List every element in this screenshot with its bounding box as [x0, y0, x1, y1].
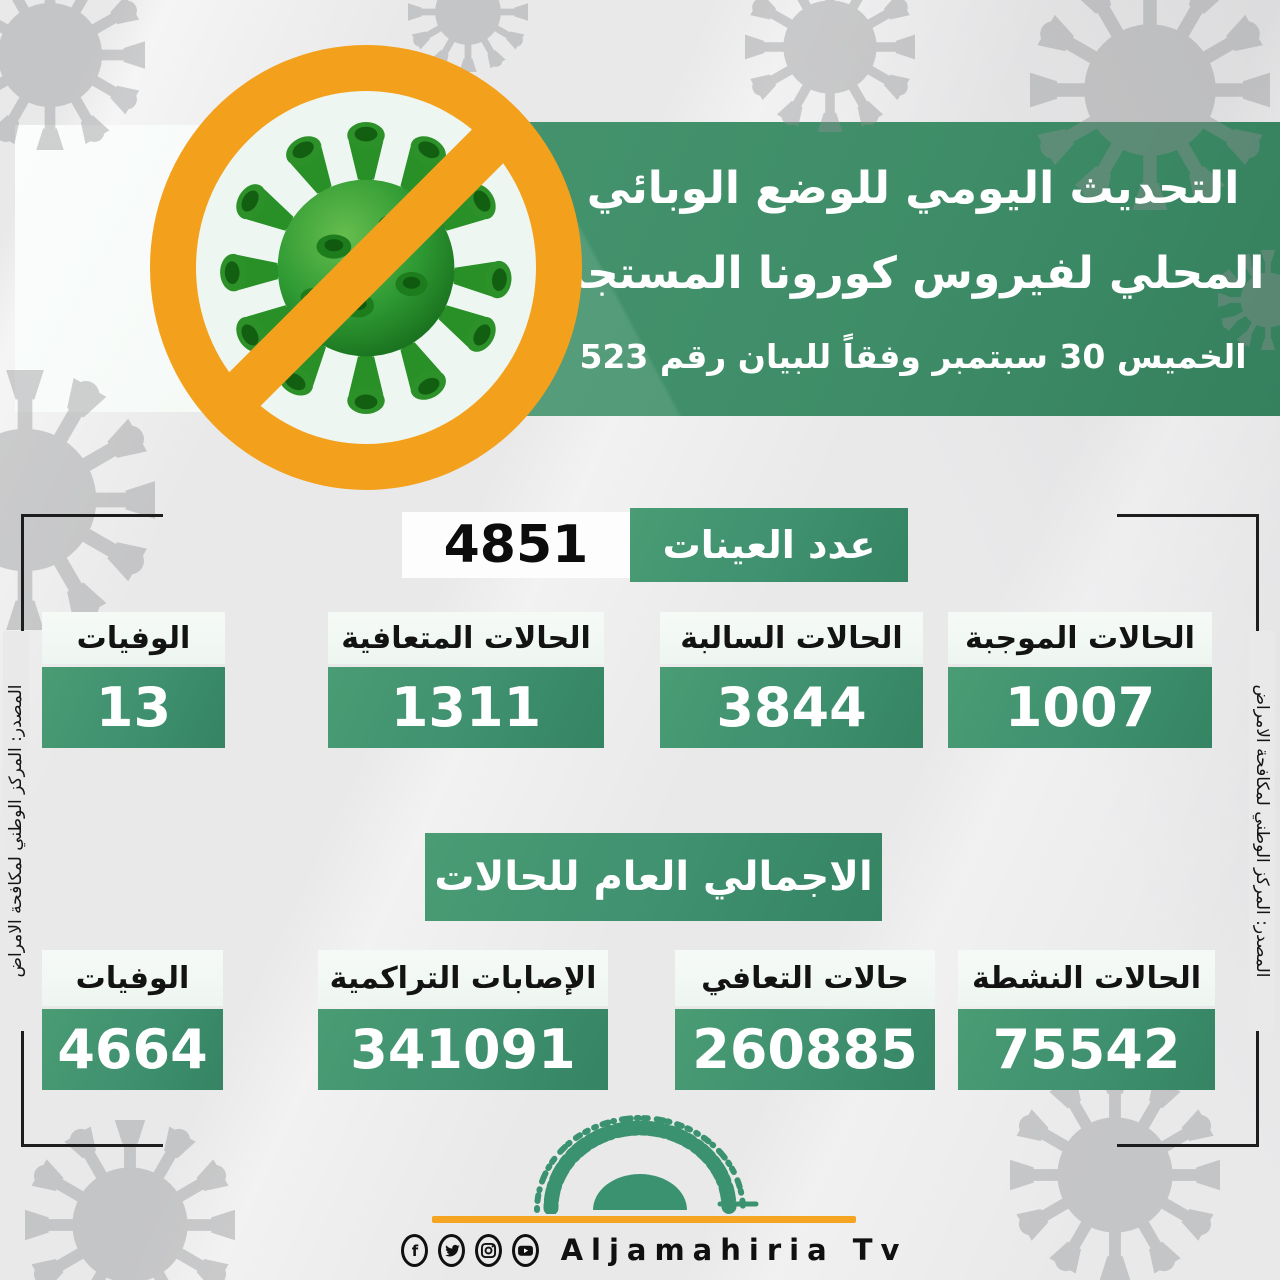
title-line-1: التحديث اليومي للوضع الوبائي — [586, 163, 1240, 214]
footer-divider — [432, 1216, 856, 1223]
brand-name: Aljamahiria Tv — [560, 1233, 908, 1267]
source-note-right: المصدر: المركز الوطني لمكافحة الامراض — [1249, 631, 1275, 1031]
bracket-line — [21, 514, 163, 517]
aljamahiria-logo — [534, 1115, 759, 1214]
totals-banner: الاجمالي العام للحالات — [425, 833, 882, 921]
stat-value: 75542 — [958, 1009, 1215, 1090]
stat-label: الحالات الموجبة — [948, 612, 1212, 664]
stat-label: الحالات السالبة — [660, 612, 923, 664]
bracket-line — [1117, 1144, 1259, 1147]
stat-negative-cases: الحالات السالبة 3844 — [660, 612, 923, 748]
facebook-icon: f — [400, 1233, 428, 1267]
stat-label: حالات التعافي — [675, 950, 935, 1006]
stat-recovered-cases: الحالات المتعافية 1311 — [328, 612, 604, 748]
stat-positive-cases: الحالات الموجبة 1007 — [948, 612, 1212, 748]
footer-social-row: f Aljamahiria Tv — [400, 1228, 899, 1272]
samples-value: 4851 — [402, 512, 630, 578]
stat-label: الحالات المتعافية — [328, 612, 604, 664]
stat-label: الإصابات التراكمية — [318, 950, 608, 1006]
title-line-2: المحلي لفيروس كورونا المستجد — [561, 248, 1265, 299]
stat-label: الحالات النشطة — [958, 950, 1215, 1006]
stat-value: 341091 — [318, 1009, 608, 1090]
svg-text:f: f — [411, 1241, 418, 1259]
bracket-line — [1117, 514, 1259, 517]
stat-value: 3844 — [660, 667, 923, 748]
source-note-left: المصدر: المركز الوطني لمكافحة الامراض — [3, 631, 29, 1031]
stat-active-cases: الحالات النشطة 75542 — [958, 950, 1215, 1090]
stat-deaths-daily: الوفيات 13 — [42, 612, 225, 748]
samples-label: عدد العينات — [630, 508, 908, 582]
title-date-line: الخميس 30 سبتمبر وفقاً للبيان رقم 523 — [579, 337, 1247, 376]
stat-value: 4664 — [42, 1009, 223, 1090]
stat-value: 1311 — [328, 667, 604, 748]
instagram-icon — [474, 1233, 502, 1267]
stat-label: الوفيات — [42, 950, 223, 1006]
no-virus-sign — [150, 45, 582, 490]
stat-value: 1007 — [948, 667, 1212, 748]
stat-deaths-total: الوفيات 4664 — [42, 950, 223, 1090]
stat-value: 13 — [42, 667, 225, 748]
twitter-icon — [437, 1233, 465, 1267]
stat-label: الوفيات — [42, 612, 225, 664]
stat-value: 260885 — [675, 1009, 935, 1090]
bracket-line — [21, 1144, 163, 1147]
stat-cumulative-infections: الإصابات التراكمية 341091 — [318, 950, 608, 1090]
youtube-icon — [511, 1233, 539, 1267]
header-title: التحديث اليومي للوضع الوبائي المحلي لفير… — [558, 146, 1268, 398]
stat-recovery-cases: حالات التعافي 260885 — [675, 950, 935, 1090]
